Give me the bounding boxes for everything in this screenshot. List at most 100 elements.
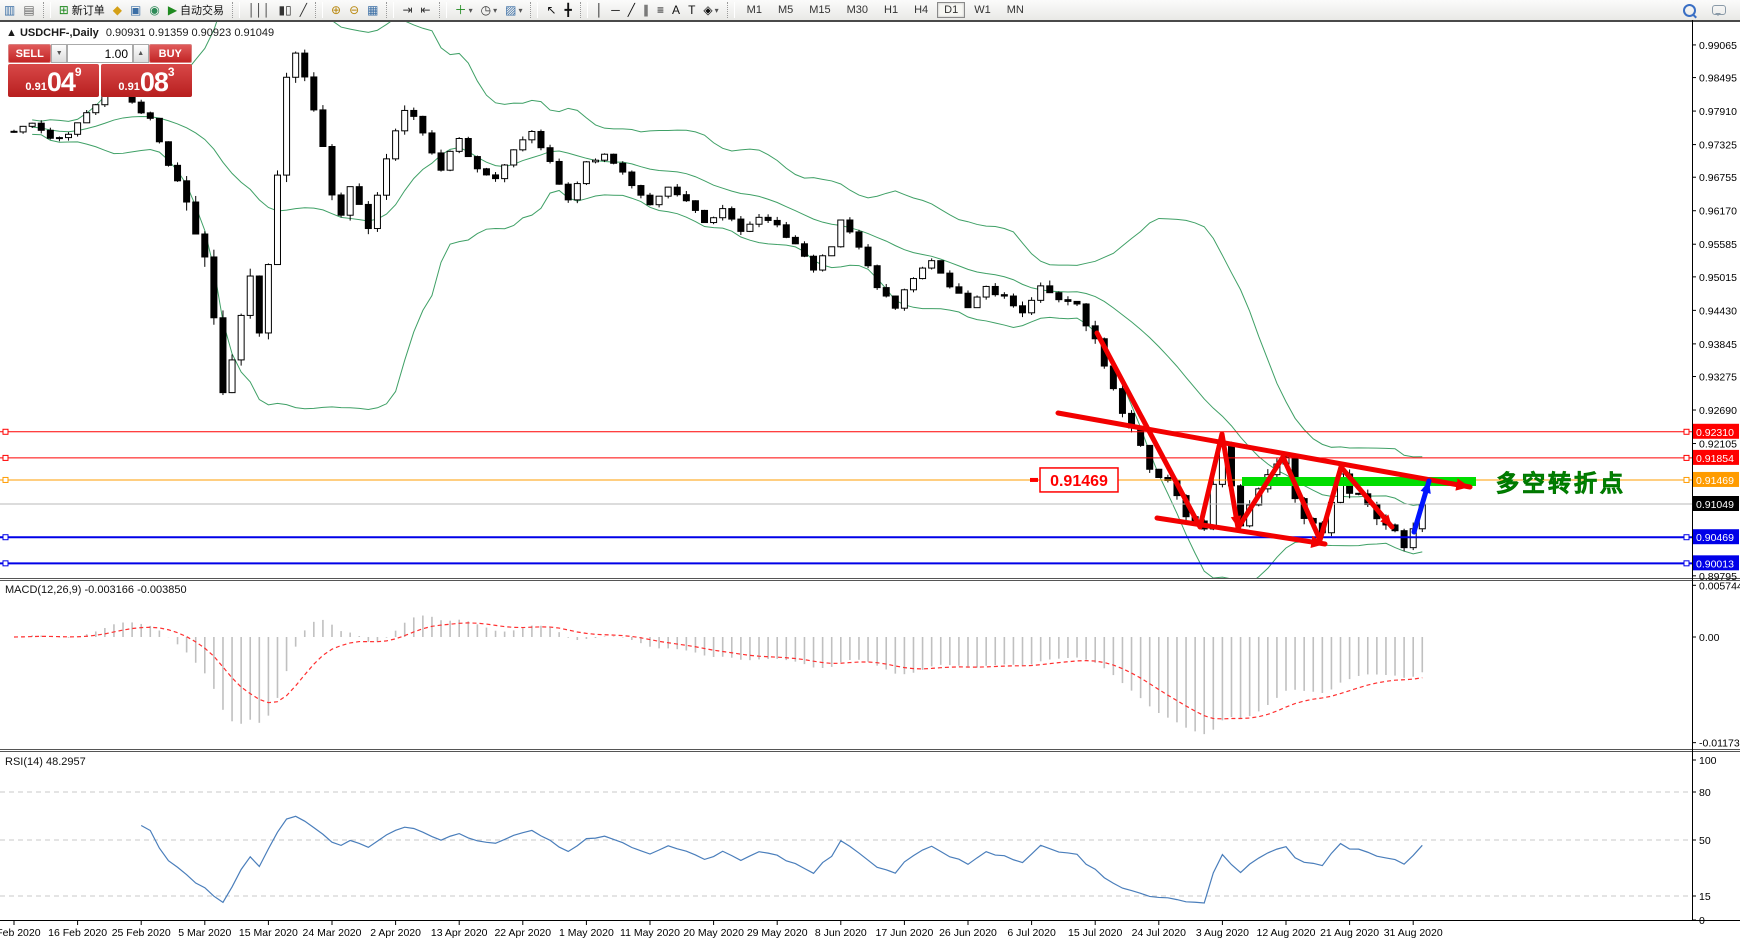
- price-tick-label: 0.95585: [1699, 239, 1737, 251]
- macd-caption: MACD(12,26,9) -0.003166 -0.003850: [5, 584, 187, 596]
- hline-handle[interactable]: [2, 560, 9, 567]
- date-tick-label: 29 May 2020: [747, 927, 808, 939]
- price-tick-label: 0.99065: [1699, 40, 1737, 52]
- dropdown-arrow-icon[interactable]: ▾: [493, 5, 498, 15]
- sell-price-display[interactable]: 0.91 04 9: [8, 64, 99, 97]
- templates-button[interactable]: ▨ ▾: [502, 1, 525, 19]
- timeframe-m30[interactable]: M30: [846, 4, 869, 16]
- sell-button[interactable]: SELL: [8, 44, 52, 63]
- dropdown-arrow-icon[interactable]: ▾: [518, 5, 523, 15]
- date-axis[interactable]: 6 Feb 2020 16 Feb 2020 25 Feb 2020 5 Mar 20…: [0, 920, 1443, 939]
- one-click-trading-panel: SELL ▼ ▲ BUY 0.91 04 9 0.91 08 3: [8, 44, 192, 97]
- cursor-button[interactable]: ↖: [543, 1, 559, 19]
- data-window-button[interactable]: ▤: [20, 1, 37, 19]
- terminal-button[interactable]: ▣: [127, 1, 144, 19]
- autotrading-button[interactable]: ▶ 自动交易: [165, 1, 227, 19]
- indicators-icon: ＋: [454, 3, 467, 17]
- dropdown-arrow-icon[interactable]: ▾: [714, 5, 719, 15]
- price-callout-text: 0.91469: [1050, 473, 1108, 490]
- macd-pane: [13, 615, 1424, 735]
- turning-point-label[interactable]: 多空转折点: [1496, 470, 1626, 497]
- toolbar-separator: [315, 2, 323, 18]
- auto-scroll-button[interactable]: ⇥: [399, 1, 415, 19]
- red-zigzag-annotation[interactable]: [1094, 330, 1395, 543]
- price-badge: 0.90469: [1696, 532, 1734, 544]
- hline-handle[interactable]: [2, 454, 9, 461]
- hline-handle[interactable]: [1683, 428, 1690, 435]
- shapes-button[interactable]: ◈ ▾: [700, 1, 721, 19]
- timeframe-m5[interactable]: M5: [777, 4, 794, 16]
- volume-decrease-button[interactable]: ▼: [51, 44, 67, 63]
- timeframe-h1[interactable]: H1: [884, 4, 899, 16]
- annotations: 0.91469 多空转折点: [1030, 330, 1626, 548]
- trendline-button[interactable]: ╱: [625, 1, 638, 19]
- text-label-button[interactable]: T: [685, 1, 698, 19]
- symbol-label: USDCHF-,Daily: [19, 27, 99, 39]
- chart-shift-button[interactable]: ⇤: [418, 1, 434, 19]
- zoom-in-button[interactable]: ⊕: [328, 1, 344, 19]
- date-tick-label: 25 Feb 2020: [112, 927, 171, 939]
- upper-wedge-trendline[interactable]: [1055, 410, 1473, 490]
- buy-price-display[interactable]: 0.91 08 3: [101, 64, 192, 97]
- bar-chart-icon: │││: [248, 3, 271, 17]
- hline-handle[interactable]: [1683, 454, 1690, 461]
- fibonacci-button[interactable]: ≡: [654, 1, 667, 19]
- vertical-line-button[interactable]: │: [593, 1, 607, 19]
- text-button[interactable]: A: [669, 1, 683, 19]
- horizontal-line-button[interactable]: ─: [608, 1, 623, 19]
- periods-button[interactable]: ◷ ▾: [478, 1, 501, 19]
- chart-canvas[interactable]: 0.91469 多空转折点 0.99065 0.98495 0.97910 0.97325…: [0, 20, 1740, 942]
- new-order-button[interactable]: ⊞ 新订单: [56, 1, 108, 19]
- channel-icon: ∥: [643, 3, 650, 17]
- price-axis[interactable]: 0.99065 0.98495 0.97910 0.97325 0.96755 0.961…: [1692, 40, 1740, 927]
- date-tick-label: 1 May 2020: [559, 927, 614, 939]
- buy-button[interactable]: BUY: [148, 44, 192, 63]
- hline-handle[interactable]: [2, 476, 9, 483]
- tile-windows-button[interactable]: ▦: [364, 1, 381, 19]
- cursor-icon: ↖: [546, 3, 557, 17]
- timeframe-w1[interactable]: W1: [974, 4, 991, 16]
- price-callout-box[interactable]: [1039, 467, 1119, 493]
- timeframe-h4[interactable]: H4: [914, 4, 929, 16]
- hline-handle[interactable]: [1683, 534, 1690, 541]
- crosshair-button[interactable]: ╋: [562, 1, 575, 19]
- hline-handle[interactable]: [1683, 560, 1690, 567]
- macd-tick-label: 0.00: [1699, 632, 1720, 644]
- strategy-tester-button[interactable]: ◉: [146, 1, 162, 19]
- chat-icon[interactable]: [1712, 5, 1726, 16]
- timeframe-m1[interactable]: M1: [746, 4, 762, 16]
- date-tick-label: 20 May 2020: [683, 927, 744, 939]
- volume-increase-button[interactable]: ▲: [133, 44, 149, 63]
- candlestick-chart-icon: ▮▯: [278, 3, 292, 17]
- price-tick-label: 0.89795: [1699, 571, 1737, 583]
- collapse-arrow-icon[interactable]: ▲: [6, 27, 17, 39]
- horizontal-line-icon: ─: [611, 3, 620, 17]
- volume-input[interactable]: [67, 44, 133, 63]
- date-tick-label: 17 Jun 2020: [875, 927, 933, 939]
- autotrading-icon: ▶: [167, 3, 178, 17]
- indicators-button[interactable]: ＋ ▾: [452, 1, 476, 19]
- bar-chart-button[interactable]: │││: [245, 1, 274, 19]
- data-window-icon: ▤: [23, 3, 35, 17]
- lower-wedge-trendline[interactable]: [1154, 515, 1328, 547]
- dropdown-arrow-icon[interactable]: ▾: [468, 5, 473, 15]
- timeframe-mn[interactable]: MN: [1006, 4, 1024, 16]
- hline-handle[interactable]: [2, 534, 9, 541]
- channel-button[interactable]: ∥: [640, 1, 652, 19]
- timeframe-m15[interactable]: M15: [809, 4, 831, 16]
- line-chart-button[interactable]: ╱: [297, 1, 310, 19]
- price-badge: 0.91049: [1696, 499, 1734, 511]
- metaeditor-button[interactable]: ◆: [110, 1, 125, 19]
- text-icon: A: [672, 3, 681, 17]
- hline-handle[interactable]: [1683, 476, 1690, 483]
- market-watch-button[interactable]: ▥: [1, 1, 18, 19]
- zoom-out-button[interactable]: ⊖: [346, 1, 362, 19]
- hline-handle[interactable]: [2, 428, 9, 435]
- search-icon[interactable]: [1683, 3, 1696, 17]
- toolbar-right-icons: [1675, 3, 1734, 17]
- candlestick-chart-button[interactable]: ▮▯: [276, 1, 295, 19]
- chart-stage[interactable]: 0.91469 多空转折点 0.99065 0.98495 0.97910 0.97325…: [0, 20, 1740, 942]
- toolbar-separator: [42, 2, 51, 18]
- timeframe-d1[interactable]: D1: [937, 2, 966, 18]
- green-level-bar[interactable]: [1242, 477, 1476, 486]
